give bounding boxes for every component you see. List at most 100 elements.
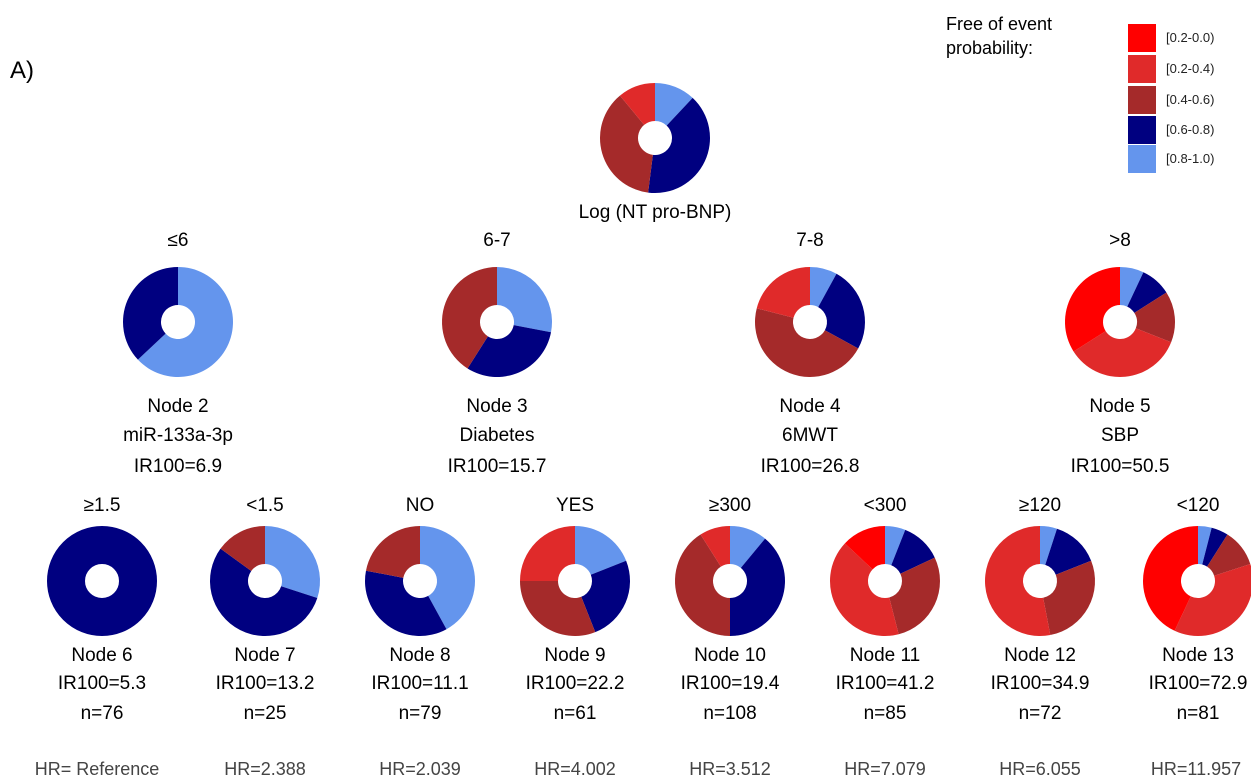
donut-slice [1202, 527, 1228, 567]
split-label: ≥120 [1018, 495, 1062, 516]
donut-slice [1207, 534, 1251, 576]
node-ir100: IR100=50.5 [1070, 456, 1170, 477]
hazard-ratio: HR=4.002 [534, 759, 616, 779]
donut-slice [575, 526, 627, 575]
node-donut [365, 526, 475, 636]
donut-slice [1134, 292, 1175, 343]
legend-swatch [1128, 24, 1156, 52]
legend-label: [0.4-0.6) [1166, 92, 1215, 107]
split-label: 6-7 [483, 230, 511, 251]
node-label: Node 4 [779, 396, 841, 417]
node-n: n=25 [243, 703, 287, 724]
node-label: Node 7 [234, 645, 296, 666]
node-ir100: IR100=6.9 [133, 456, 223, 477]
node-donut [1143, 526, 1251, 637]
node-variable: miR-133a-3p [123, 425, 233, 446]
legend-swatch [1128, 55, 1156, 83]
donut-slice [365, 570, 447, 636]
donut-slice [891, 529, 935, 574]
donut-slice [818, 273, 865, 349]
node-label: Node 5 [1089, 396, 1151, 417]
donut-slice [1143, 526, 1198, 631]
node-n: n=108 [703, 703, 757, 724]
donut-slice [1040, 526, 1057, 565]
split-label: ≥1.5 [83, 495, 121, 516]
donut-slice [1045, 528, 1092, 575]
hazard-ratio: HR= Reference [34, 759, 160, 779]
legend-swatch [1128, 116, 1156, 144]
split-label: 7-8 [796, 230, 824, 251]
donut-slice [889, 557, 940, 635]
node-n: n=76 [80, 703, 124, 724]
legend-title-line2: probability: [946, 38, 1034, 58]
node-donut [830, 526, 940, 636]
donut-slice [830, 543, 899, 636]
node-donut [520, 526, 630, 636]
donut-slice [985, 526, 1051, 636]
donut-slice [810, 267, 837, 308]
donut-slice [1065, 267, 1120, 352]
hazard-ratio: HR=6.055 [999, 759, 1081, 779]
donut-slice [365, 526, 420, 578]
donut-slice [420, 526, 475, 630]
node-label: Node 11 [849, 645, 921, 666]
node-label: Node 9 [544, 645, 606, 666]
hazard-ratio: HR=11.957 [1150, 759, 1242, 779]
donut-slice [756, 267, 810, 318]
split-label: ≥300 [708, 495, 752, 516]
node-variable: Diabetes [459, 425, 535, 446]
donut-slice [122, 267, 178, 360]
split-label: >8 [1109, 230, 1131, 251]
hazard-ratio: HR=3.512 [689, 759, 771, 779]
donut-slice [700, 526, 730, 567]
donut-slice [209, 548, 318, 636]
donut-slice [754, 308, 859, 377]
node-label: Node 2 [147, 396, 209, 417]
donut-slice [1043, 560, 1096, 636]
node-ir100: IR100=22.2 [525, 673, 625, 694]
node-label: Node 8 [389, 645, 451, 666]
node-label: Node 13 [1162, 645, 1234, 666]
donut-slice [1127, 272, 1167, 313]
node-label: Node 3 [466, 396, 528, 417]
node-ir100: IR100=11.1 [371, 673, 469, 694]
donut-slice [520, 581, 596, 636]
hazard-ratio: HR=2.388 [224, 759, 306, 779]
donut-slice [1073, 328, 1172, 377]
donut-slice [675, 534, 730, 636]
donut-slice [220, 526, 265, 572]
node-ir100: IR100=15.7 [447, 456, 547, 477]
legend-swatch [1128, 86, 1156, 114]
donut-slice [844, 526, 885, 570]
donut-slice [648, 97, 710, 194]
donut-slice [730, 526, 766, 568]
donut-slice [1174, 564, 1251, 637]
donut-slice [467, 325, 552, 378]
node-ir100: IR100=72.9 [1148, 673, 1248, 694]
legend-label: [0.8-1.0) [1166, 151, 1215, 166]
donut-slice [885, 526, 906, 566]
donut-slice [655, 83, 693, 126]
legend-swatch [1128, 145, 1156, 173]
donut-slice [619, 83, 655, 125]
donut-slice [1120, 267, 1144, 307]
node-variable: 6MWT [782, 425, 838, 446]
node-label: Node 12 [1004, 645, 1076, 666]
node-ir100: IR100=5.3 [57, 673, 147, 694]
legend-title: Free of event probability: [946, 12, 1086, 60]
node-n: n=72 [1018, 703, 1062, 724]
split-label: YES [555, 495, 595, 516]
node-ir100: IR100=34.9 [990, 673, 1090, 694]
legend-label: [0.2-0.0) [1166, 30, 1215, 45]
split-label: ≤6 [167, 230, 189, 251]
legend-label: [0.2-0.4) [1166, 61, 1215, 76]
node-donut [441, 267, 552, 378]
donut-slice [441, 267, 497, 369]
root-donut [599, 83, 710, 194]
node-ir100: IR100=41.2 [835, 673, 935, 694]
hazard-ratio: HR=7.079 [844, 759, 926, 779]
hazard-ratio: HR=2.039 [379, 759, 461, 779]
node-donut [122, 267, 233, 377]
node-donut [209, 526, 320, 636]
